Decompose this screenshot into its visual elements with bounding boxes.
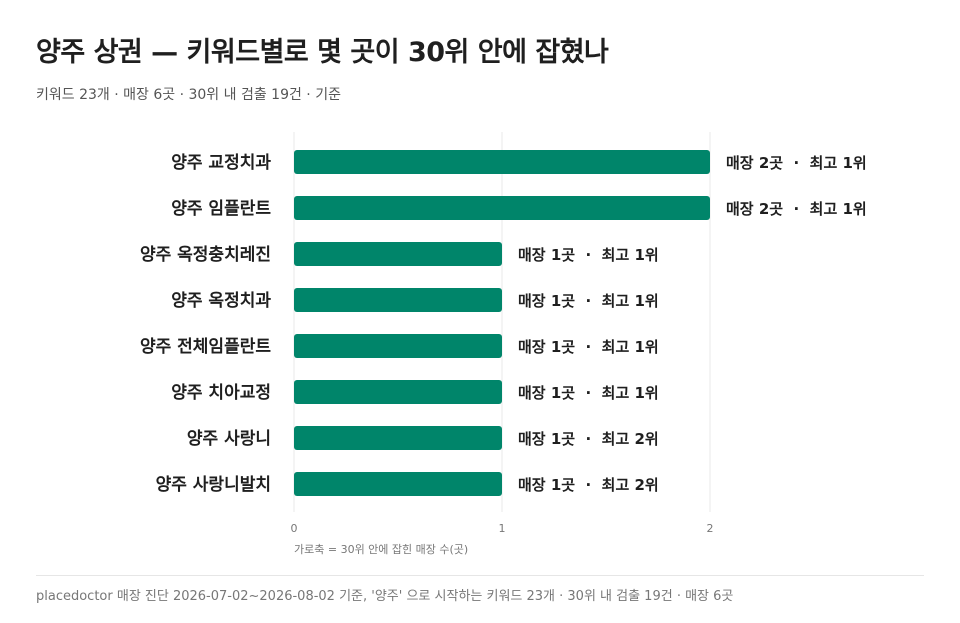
bar xyxy=(294,288,502,312)
data-label: 매장 2곳 · 최고 1위 xyxy=(726,200,867,218)
category-label: 양주 옥정충치레진 xyxy=(140,245,271,265)
data-label: 매장 1곳 · 최고 1위 xyxy=(518,292,659,310)
bar xyxy=(294,426,502,450)
category-label: 양주 교정치과 xyxy=(171,153,271,173)
bar xyxy=(294,334,502,358)
x-tick-label: 1 xyxy=(499,522,506,535)
data-label: 매장 2곳 · 최고 1위 xyxy=(726,154,867,172)
category-label: 양주 사랑니 xyxy=(187,429,271,449)
bar xyxy=(294,150,710,174)
data-label: 매장 1곳 · 최고 2위 xyxy=(518,476,659,494)
x-axis-title: 가로축 = 30위 안에 잡힌 매장 수(곳) xyxy=(294,543,468,556)
data-label: 매장 1곳 · 최고 1위 xyxy=(518,384,659,402)
footer-divider xyxy=(36,575,924,576)
category-label: 양주 사랑니발치 xyxy=(156,475,271,495)
x-tick-label: 0 xyxy=(291,522,298,535)
footer-note: placedoctor 매장 진단 2026-07-02~2026-08-02 … xyxy=(36,589,734,604)
bar xyxy=(294,196,710,220)
x-tick-label: 2 xyxy=(707,522,714,535)
bar xyxy=(294,242,502,266)
data-label: 매장 1곳 · 최고 1위 xyxy=(518,246,659,264)
bar xyxy=(294,472,502,496)
chart-title: 양주 상권 — 키워드별로 몇 곳이 30위 안에 잡혔나 xyxy=(36,37,609,68)
bar xyxy=(294,380,502,404)
category-label: 양주 치아교정 xyxy=(171,383,271,403)
data-label: 매장 1곳 · 최고 1위 xyxy=(518,338,659,356)
category-label: 양주 옥정치과 xyxy=(171,291,271,311)
chart-subtitle: 키워드 23개 · 매장 6곳 · 30위 내 검출 19건 · 기준 xyxy=(36,87,341,103)
category-label: 양주 전체임플란트 xyxy=(140,336,271,357)
data-label: 매장 1곳 · 최고 2위 xyxy=(518,430,659,448)
category-label: 양주 임플란트 xyxy=(171,198,271,219)
